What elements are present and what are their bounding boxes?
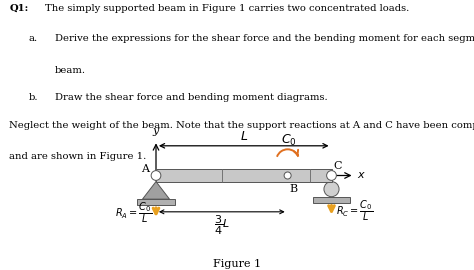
Text: $C_0$: $C_0$ [281,133,297,148]
Text: B: B [289,184,297,194]
Text: Figure 1: Figure 1 [213,259,261,269]
Text: Draw the shear force and bending moment diagrams.: Draw the shear force and bending moment … [55,93,327,102]
Bar [156,170,331,181]
Text: $L$: $L$ [240,130,248,143]
Circle shape [284,172,291,179]
Circle shape [151,171,161,180]
Circle shape [324,181,339,197]
Text: beam.: beam. [55,66,85,75]
Text: $R_A = \dfrac{C_0}{L}$: $R_A = \dfrac{C_0}{L}$ [115,200,152,225]
Text: C: C [334,161,342,171]
Text: $R_C = \dfrac{C_0}{L}$: $R_C = \dfrac{C_0}{L}$ [336,198,373,222]
Text: $\dfrac{3}{4}L$: $\dfrac{3}{4}L$ [214,214,230,237]
Text: and are shown in Figure 1.: and are shown in Figure 1. [9,152,147,161]
Bar [137,199,175,205]
Text: Q1:: Q1: [9,4,29,13]
Text: The simply supported beam in Figure 1 carries two concentrated loads.: The simply supported beam in Figure 1 ca… [45,4,409,13]
Text: a.: a. [28,34,37,43]
Text: Neglect the weight of the beam. Note that the support reactions at A and C have : Neglect the weight of the beam. Note tha… [9,121,474,130]
Polygon shape [143,181,170,199]
Circle shape [327,171,337,180]
Text: $x$: $x$ [357,170,366,181]
Bar [312,197,350,202]
Text: y: y [153,126,159,136]
Text: b.: b. [28,93,38,102]
Text: Derive the expressions for the shear force and the bending moment for each segme: Derive the expressions for the shear for… [55,34,474,43]
Text: A: A [141,164,149,174]
